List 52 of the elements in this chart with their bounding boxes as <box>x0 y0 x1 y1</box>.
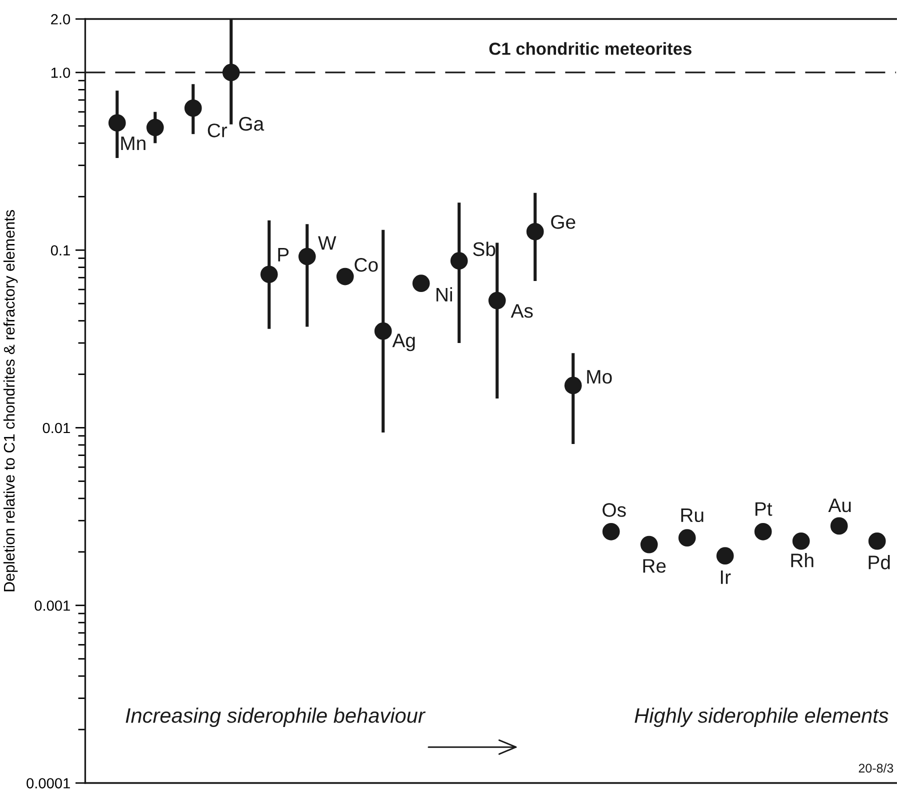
series-label: W <box>318 236 336 250</box>
series-label: Rh <box>791 553 814 568</box>
y-tick-label: 1.0 <box>51 68 70 78</box>
point <box>488 292 506 310</box>
point <box>754 522 772 540</box>
series-label: Co <box>354 258 378 272</box>
annotation: Increasing siderophile behaviour <box>126 708 426 728</box>
point <box>564 376 582 394</box>
series-label: Au <box>828 498 851 512</box>
point <box>336 268 354 286</box>
y-tick-label: 0.1 <box>50 245 70 256</box>
y-tick-label: 2.0 <box>51 14 70 24</box>
series-label: Pd <box>868 555 890 570</box>
point <box>184 99 202 117</box>
y-tick-label: 0.01 <box>42 422 70 434</box>
point <box>868 532 886 550</box>
series-label: Mo <box>587 370 612 384</box>
series-label: Ag <box>392 334 415 352</box>
series-label: P <box>278 248 289 262</box>
series-label: Cr <box>208 124 228 138</box>
point <box>716 547 734 565</box>
point <box>830 517 848 535</box>
point <box>412 274 430 292</box>
series-label: Re <box>643 559 666 573</box>
series-label: Ga <box>239 116 264 131</box>
series-label: Ge <box>551 215 576 229</box>
series-label: Os <box>602 503 626 517</box>
y-axis-title: Depletion relative to C1 chondrites & refractory elements <box>3 210 18 592</box>
point <box>450 252 468 270</box>
series-label: Ru <box>681 508 704 522</box>
point <box>526 222 544 240</box>
series-label: Pt <box>756 502 772 516</box>
point <box>640 536 658 554</box>
point <box>678 529 696 547</box>
y-tick-label: 0.001 <box>34 600 70 611</box>
point <box>374 322 392 340</box>
point <box>108 114 126 132</box>
point <box>146 118 164 136</box>
point <box>792 532 810 550</box>
series-label: Sb <box>473 242 496 256</box>
y-tick-label: 0.0001 <box>26 778 70 788</box>
point <box>602 522 620 540</box>
series-label: Mn <box>121 136 146 150</box>
point <box>298 248 316 266</box>
point <box>260 266 278 284</box>
series-label: Ni <box>436 287 452 302</box>
annotation: Highly siderophile elements <box>634 708 888 728</box>
ref-line-label: C1 chondritic meteorites <box>489 42 692 55</box>
annotation: 20-8/3 <box>858 763 894 773</box>
series-label: Ir <box>720 570 731 584</box>
point <box>222 64 240 82</box>
series-label: As <box>510 304 533 318</box>
